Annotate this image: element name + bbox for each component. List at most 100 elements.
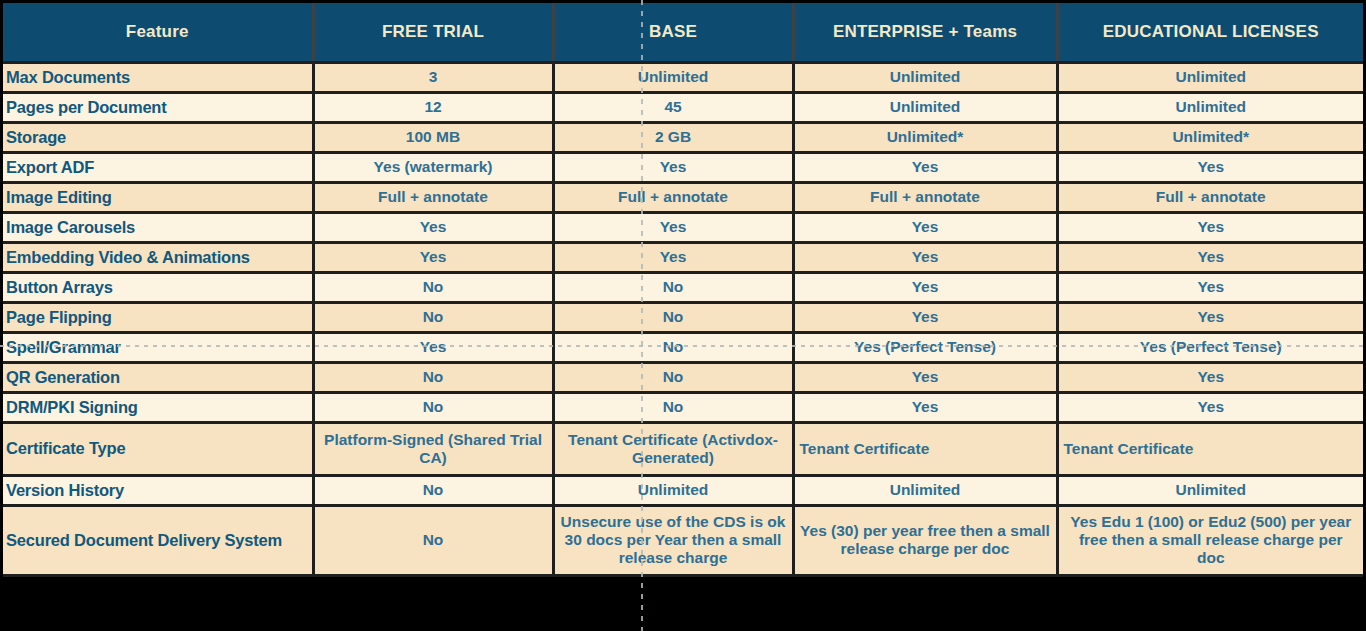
table-row: Spell/GrammarYesNoYes (Perfect Tense)Yes… <box>3 332 1363 362</box>
value-cell: Yes <box>793 272 1057 302</box>
table-row: Max Documents3UnlimitedUnlimitedUnlimite… <box>3 62 1363 92</box>
value-cell: 2 GB <box>553 122 793 152</box>
feature-cell: Page Flipping <box>3 302 313 332</box>
value-cell: Yes Edu 1 (100) or Edu2 (500) per year f… <box>1057 505 1363 575</box>
value-cell: Unlimited* <box>793 122 1057 152</box>
value-cell: Tenant Certificate (Activdox-Generated) <box>553 422 793 475</box>
column-header-free-trial: FREE TRIAL <box>313 3 553 62</box>
feature-cell: Button Arrays <box>3 272 313 302</box>
value-cell: Yes <box>1057 272 1363 302</box>
feature-cell: QR Generation <box>3 362 313 392</box>
value-cell: Yes <box>1057 392 1363 422</box>
table-row: Certificate TypePlatform-Signed (Shared … <box>3 422 1363 475</box>
value-cell: No <box>313 302 553 332</box>
value-cell: Yes (30) per year free then a small rele… <box>793 505 1057 575</box>
table-row: Embedding Video & AnimationsYesYesYesYes <box>3 242 1363 272</box>
column-header-feature: Feature <box>3 3 313 62</box>
value-cell: Yes <box>793 212 1057 242</box>
value-cell: 3 <box>313 62 553 92</box>
feature-comparison-table: Feature FREE TRIAL BASE ENTERPRISE + Tea… <box>3 3 1363 577</box>
value-cell: No <box>553 272 793 302</box>
feature-cell: Image Carousels <box>3 212 313 242</box>
table-row: Pages per Document1245UnlimitedUnlimited <box>3 92 1363 122</box>
value-cell: Yes <box>1057 212 1363 242</box>
table-row: QR GenerationNoNoYesYes <box>3 362 1363 392</box>
table-header: Feature FREE TRIAL BASE ENTERPRISE + Tea… <box>3 3 1363 62</box>
comparison-table-body: Max Documents3UnlimitedUnlimitedUnlimite… <box>3 62 1363 575</box>
feature-cell: Secured Document Delivery System <box>3 505 313 575</box>
value-cell: Yes <box>793 362 1057 392</box>
value-cell: Full + annotate <box>1057 182 1363 212</box>
column-header-enterprise-teams: ENTERPRISE + Teams <box>793 3 1057 62</box>
value-cell: 12 <box>313 92 553 122</box>
value-cell: Unlimited <box>553 475 793 505</box>
value-cell: Yes <box>553 212 793 242</box>
value-cell: No <box>313 505 553 575</box>
value-cell: Full + annotate <box>793 182 1057 212</box>
value-cell: Unlimited <box>1057 62 1363 92</box>
value-cell: Unlimited <box>1057 475 1363 505</box>
feature-cell: Max Documents <box>3 62 313 92</box>
column-header-base: BASE <box>553 3 793 62</box>
value-cell: Unlimited <box>1057 92 1363 122</box>
value-cell: Yes <box>793 302 1057 332</box>
feature-cell: Embedding Video & Animations <box>3 242 313 272</box>
value-cell: Yes (Perfect Tense) <box>1057 332 1363 362</box>
value-cell: No <box>313 362 553 392</box>
value-cell: 45 <box>553 92 793 122</box>
value-cell: Yes (Perfect Tense) <box>793 332 1057 362</box>
table-row: Version HistoryNoUnlimitedUnlimitedUnlim… <box>3 475 1363 505</box>
table-row: Image CarouselsYesYesYesYes <box>3 212 1363 242</box>
table-row: Export ADFYes (watermark)YesYesYes <box>3 152 1363 182</box>
table-row: DRM/PKI SigningNoNoYesYes <box>3 392 1363 422</box>
value-cell: No <box>313 475 553 505</box>
value-cell: No <box>553 302 793 332</box>
value-cell: No <box>553 332 793 362</box>
value-cell: Yes <box>1057 302 1363 332</box>
header-row: Feature FREE TRIAL BASE ENTERPRISE + Tea… <box>3 3 1363 62</box>
column-header-educational-licenses: EDUCATIONAL LICENSES <box>1057 3 1363 62</box>
value-cell: No <box>553 392 793 422</box>
feature-cell: Image Editing <box>3 182 313 212</box>
table-row: Button ArraysNoNoYesYes <box>3 272 1363 302</box>
value-cell: Yes <box>793 242 1057 272</box>
table-row: Image EditingFull + annotateFull + annot… <box>3 182 1363 212</box>
value-cell: Unlimited <box>793 475 1057 505</box>
value-cell: Yes (watermark) <box>313 152 553 182</box>
value-cell: Yes <box>793 392 1057 422</box>
value-cell: Yes <box>313 212 553 242</box>
value-cell: Unlimited* <box>1057 122 1363 152</box>
table-row: Page FlippingNoNoYesYes <box>3 302 1363 332</box>
value-cell: No <box>313 392 553 422</box>
value-cell: Yes <box>793 152 1057 182</box>
feature-cell: DRM/PKI Signing <box>3 392 313 422</box>
value-cell: Tenant Certificate <box>793 422 1057 475</box>
value-cell: Yes <box>553 152 793 182</box>
value-cell: Platform-Signed (Shared Trial CA) <box>313 422 553 475</box>
table-row: Secured Document Delivery SystemNoUnsecu… <box>3 505 1363 575</box>
value-cell: No <box>553 362 793 392</box>
value-cell: Unsecure use of the CDS is ok 30 docs pe… <box>553 505 793 575</box>
feature-cell: Pages per Document <box>3 92 313 122</box>
feature-cell: Export ADF <box>3 152 313 182</box>
value-cell: Yes <box>1057 152 1363 182</box>
value-cell: Yes <box>1057 362 1363 392</box>
table-row: Storage100 MB2 GBUnlimited*Unlimited* <box>3 122 1363 152</box>
value-cell: 100 MB <box>313 122 553 152</box>
value-cell: Tenant Certificate <box>1057 422 1363 475</box>
feature-cell: Storage <box>3 122 313 152</box>
value-cell: Unlimited <box>793 92 1057 122</box>
value-cell: Full + annotate <box>553 182 793 212</box>
feature-cell: Certificate Type <box>3 422 313 475</box>
feature-comparison-table-wrap: Feature FREE TRIAL BASE ENTERPRISE + Tea… <box>3 3 1363 577</box>
feature-cell: Version History <box>3 475 313 505</box>
value-cell: Unlimited <box>793 62 1057 92</box>
value-cell: Yes <box>313 242 553 272</box>
value-cell: Yes <box>553 242 793 272</box>
value-cell: Yes <box>313 332 553 362</box>
value-cell: Unlimited <box>553 62 793 92</box>
value-cell: No <box>313 272 553 302</box>
value-cell: Full + annotate <box>313 182 553 212</box>
value-cell: Yes <box>1057 242 1363 272</box>
feature-cell: Spell/Grammar <box>3 332 313 362</box>
